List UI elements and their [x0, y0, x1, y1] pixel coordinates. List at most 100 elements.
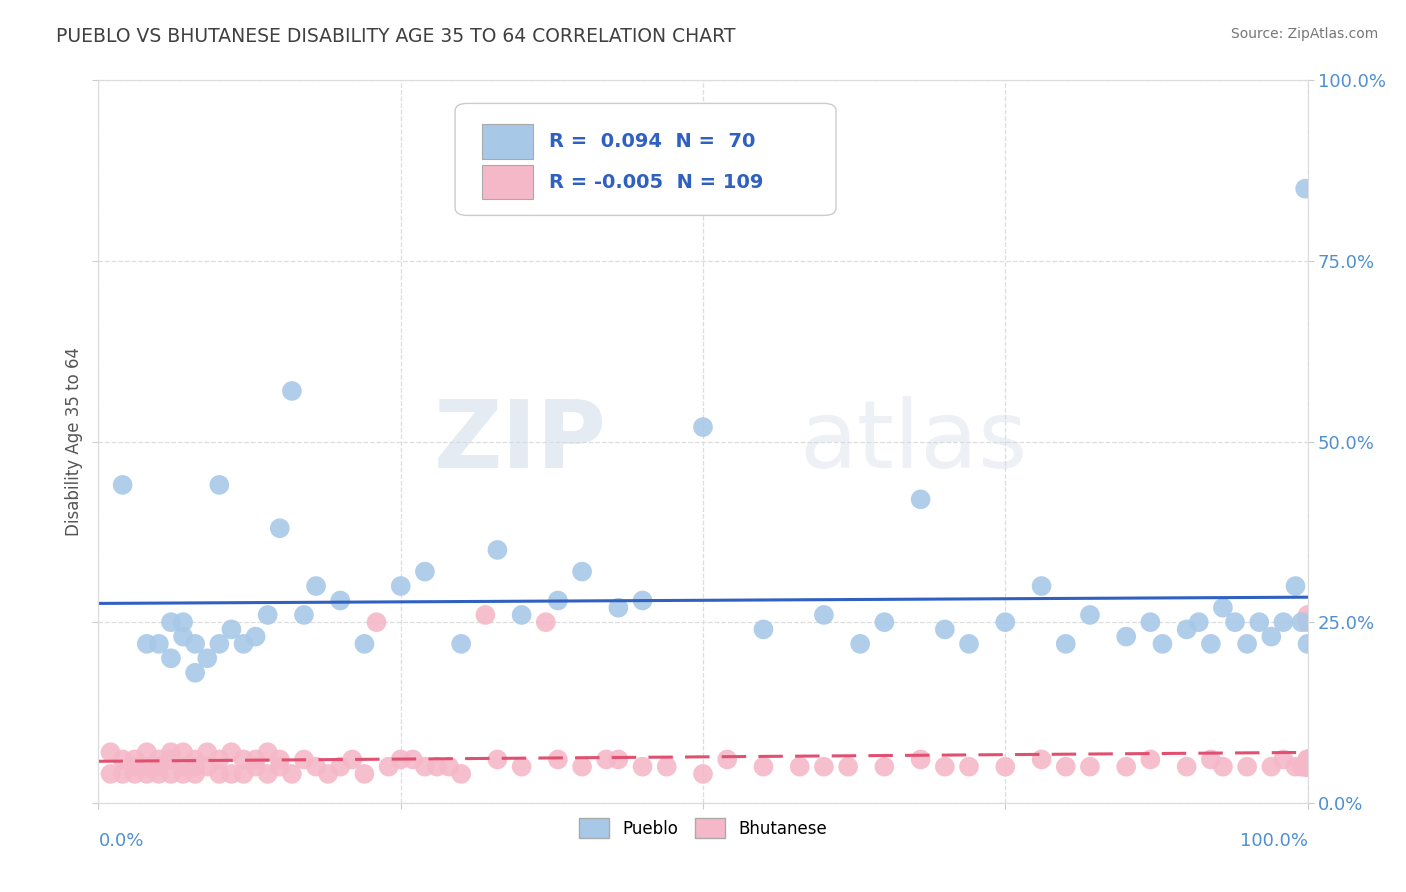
Point	[1296, 760, 1319, 774]
Point	[1249, 615, 1271, 630]
Point	[1296, 760, 1319, 774]
Point	[402, 752, 425, 766]
Point	[292, 752, 315, 766]
Point	[195, 745, 218, 759]
Point	[1296, 760, 1319, 774]
Point	[1296, 760, 1319, 774]
Point	[1188, 615, 1211, 630]
Point	[1199, 752, 1222, 766]
Point	[232, 752, 254, 766]
Point	[256, 767, 278, 781]
Point	[148, 752, 170, 766]
Point	[184, 760, 207, 774]
Text: 0.0%: 0.0%	[98, 831, 143, 850]
Point	[1296, 760, 1319, 774]
FancyBboxPatch shape	[482, 165, 533, 200]
Point	[692, 420, 714, 434]
Point	[160, 615, 183, 630]
Point	[124, 767, 146, 781]
Point	[1115, 630, 1137, 644]
Point	[547, 593, 569, 607]
Point	[1199, 637, 1222, 651]
Point	[1236, 760, 1258, 774]
Point	[1296, 752, 1319, 766]
Point	[342, 752, 364, 766]
Point	[1296, 752, 1319, 766]
Point	[510, 760, 533, 774]
Point	[172, 615, 194, 630]
Point	[281, 767, 304, 781]
Point	[1054, 637, 1077, 651]
Point	[329, 760, 352, 774]
Point	[1236, 637, 1258, 651]
Point	[1223, 615, 1246, 630]
Point	[607, 600, 630, 615]
Point	[450, 767, 472, 781]
Point	[1296, 752, 1319, 766]
Point	[160, 745, 183, 759]
Point	[1292, 760, 1315, 774]
Point	[1031, 752, 1053, 766]
Point	[1284, 760, 1306, 774]
Point	[269, 760, 291, 774]
Point	[1139, 615, 1161, 630]
Text: R =  0.094  N =  70: R = 0.094 N = 70	[550, 132, 756, 152]
Point	[957, 637, 980, 651]
Text: ZIP: ZIP	[433, 395, 606, 488]
Point	[377, 760, 399, 774]
Point	[135, 745, 157, 759]
Point	[1296, 637, 1319, 651]
Point	[208, 752, 231, 766]
Point	[135, 637, 157, 651]
Point	[607, 752, 630, 766]
Point	[957, 760, 980, 774]
Point	[849, 637, 872, 651]
Point	[571, 565, 593, 579]
Point	[437, 760, 460, 774]
Point	[1175, 623, 1198, 637]
Point	[232, 637, 254, 651]
Y-axis label: Disability Age 35 to 64: Disability Age 35 to 64	[65, 347, 83, 536]
Point	[160, 767, 183, 781]
Point	[221, 745, 243, 759]
Point	[547, 752, 569, 766]
Point	[716, 752, 738, 766]
Point	[195, 651, 218, 665]
Point	[245, 630, 267, 644]
Point	[934, 623, 956, 637]
Point	[208, 478, 231, 492]
Point	[148, 760, 170, 774]
Point	[148, 637, 170, 651]
Point	[366, 615, 388, 630]
Point	[1296, 760, 1319, 774]
Point	[208, 767, 231, 781]
Point	[1152, 637, 1174, 651]
Point	[450, 637, 472, 651]
Point	[934, 760, 956, 774]
Point	[1296, 760, 1319, 774]
Point	[486, 542, 509, 557]
Point	[426, 760, 449, 774]
Point	[1175, 760, 1198, 774]
Point	[1272, 615, 1295, 630]
Point	[256, 745, 278, 759]
Point	[232, 767, 254, 781]
Point	[148, 767, 170, 781]
Point	[534, 615, 557, 630]
Point	[292, 607, 315, 622]
Point	[135, 767, 157, 781]
Point	[281, 384, 304, 398]
Point	[1291, 760, 1313, 774]
Point	[1260, 630, 1282, 644]
Point	[1139, 752, 1161, 766]
Point	[1296, 760, 1319, 774]
Point	[1260, 760, 1282, 774]
Point	[692, 767, 714, 781]
Point	[269, 521, 291, 535]
Point	[631, 593, 654, 607]
Point	[1296, 760, 1319, 774]
Point	[474, 607, 496, 622]
Point	[100, 767, 122, 781]
Point	[1296, 615, 1319, 630]
Point	[269, 752, 291, 766]
